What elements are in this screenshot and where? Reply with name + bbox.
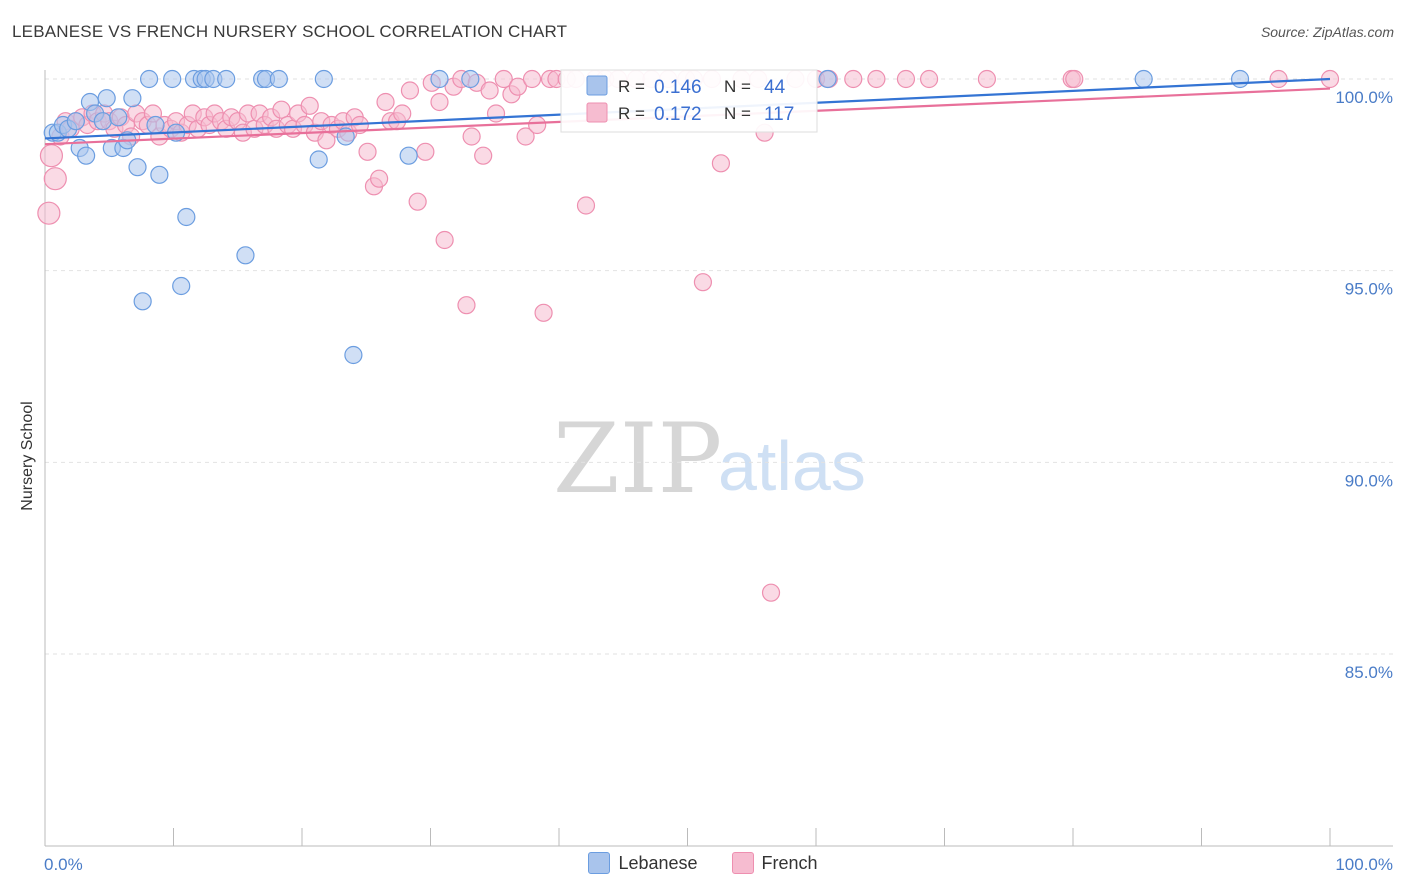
lebanese-point-29: [217, 69, 236, 89]
french-point-61: [376, 92, 395, 112]
legend-r-value-french: 0.172: [654, 104, 702, 125]
lebanese-point-12: [109, 108, 128, 127]
chart-title: LEBANESE VS FRENCH NURSERY SCHOOL CORREL…: [12, 22, 568, 41]
legend-swatch-french-bottom: [731, 852, 754, 874]
french-point-1: [39, 144, 64, 168]
french-point-70: [435, 230, 454, 250]
y-tick-labels: 100.0% 95.0% 90.0% 85.0%: [1335, 88, 1393, 682]
lebanese-point-23: [172, 276, 191, 296]
lebanese-point-39: [430, 69, 449, 89]
french-point-73: [457, 296, 476, 315]
french-point-101: [711, 154, 731, 173]
french-points: [37, 69, 1340, 602]
lebanese-point-42: [1134, 69, 1153, 89]
series-legend: Lebanese French: [0, 852, 1406, 874]
french-point-2: [43, 167, 67, 191]
lebanese-point-24: [177, 207, 196, 227]
lebanese-point-17: [133, 292, 152, 311]
x-tick-label-max: 100.0%: [1335, 855, 1393, 874]
correlation-legend: R = 0.146 N = 44 R = 0.172 N = 117: [560, 69, 818, 133]
legend-n-label-french: N =: [724, 104, 751, 123]
lebanese-point-21: [163, 69, 182, 89]
french-point-76: [474, 146, 493, 165]
legend-swatch-lebanese-bottom: [588, 852, 611, 874]
lebanese-point-15: [123, 89, 142, 108]
french-point-105: [761, 583, 781, 602]
legend-item-french: French: [731, 852, 818, 874]
french-point-99: [693, 273, 713, 292]
lebanese-point-33: [269, 69, 288, 89]
french-point-60: [370, 169, 389, 188]
legend-item-lebanese: Lebanese: [588, 852, 698, 874]
lebanese-point-40: [461, 69, 480, 89]
lebanese-point-4: [66, 112, 85, 131]
french-point-116: [1269, 69, 1288, 89]
legend-r-label-french: R =: [618, 104, 645, 123]
french-point-65: [400, 81, 420, 100]
lebanese-point-43: [1230, 69, 1250, 89]
watermark-zip: ZIP: [553, 403, 722, 515]
lebanese-point-35: [314, 69, 333, 89]
french-point-79: [494, 69, 513, 89]
legend-label-french: French: [761, 852, 818, 873]
lebanese-point-18: [139, 69, 159, 89]
legend-r-label-lebanese: R =: [618, 77, 645, 96]
lebanese-point-6: [77, 146, 96, 165]
french-point-78: [486, 104, 506, 123]
french-point-110: [867, 69, 886, 89]
french-point-85: [534, 303, 553, 322]
french-point-109: [844, 69, 863, 89]
lebanese-point-20: [150, 165, 169, 184]
legend-r-value-lebanese: 0.146: [654, 77, 702, 98]
french-point-0: [37, 201, 61, 225]
lebanese-point-37: [344, 345, 363, 365]
lebanese-point-41: [818, 69, 837, 89]
french-point-115: [1065, 69, 1084, 89]
x-tick-label-min: 0.0%: [44, 855, 83, 874]
y-tick-label-2: 90.0%: [1345, 471, 1393, 490]
french-point-69: [430, 92, 449, 112]
legend-n-value-french: 117: [764, 104, 794, 125]
legend-swatch-lebanese: [586, 75, 608, 96]
source-attribution: Source: ZipAtlas.com: [1260, 24, 1394, 40]
legend-swatch-french: [586, 102, 608, 123]
axes: [44, 70, 1393, 847]
french-point-74: [462, 127, 481, 146]
watermark-atlas: atlas: [718, 427, 866, 505]
french-point-112: [919, 69, 939, 89]
legend-label-lebanese: Lebanese: [618, 852, 698, 873]
legend-n-value-lebanese: 44: [764, 77, 786, 98]
french-point-84: [528, 115, 547, 135]
y-tick-label-0: 100.0%: [1335, 88, 1393, 107]
lebanese-point-34: [309, 150, 328, 169]
y-tick-label-1: 95.0%: [1345, 280, 1393, 299]
french-point-67: [416, 142, 435, 161]
french-point-113: [977, 69, 997, 89]
french-point-83: [522, 69, 542, 89]
french-point-90: [576, 196, 596, 215]
y-tick-label-3: 85.0%: [1345, 663, 1393, 682]
lebanese-point-16: [128, 158, 147, 177]
lebanese-point-9: [93, 112, 112, 131]
lebanese-point-30: [236, 246, 255, 265]
lebanese-point-38: [399, 146, 418, 165]
watermark: ZIP atlas: [553, 403, 866, 515]
french-point-77: [480, 81, 499, 100]
french-point-48: [300, 96, 319, 115]
x-tick-labels: 0.0% 100.0%: [44, 855, 1393, 874]
french-point-43: [272, 100, 291, 119]
french-point-82: [516, 127, 535, 146]
french-point-81: [508, 77, 527, 96]
lebanese-point-10: [97, 89, 116, 108]
legend-n-label-lebanese: N =: [724, 77, 751, 96]
french-point-111: [896, 69, 916, 89]
french-point-64: [393, 104, 412, 123]
french-point-66: [408, 192, 427, 211]
lebanese-point-19: [146, 115, 165, 135]
french-point-58: [358, 142, 377, 161]
